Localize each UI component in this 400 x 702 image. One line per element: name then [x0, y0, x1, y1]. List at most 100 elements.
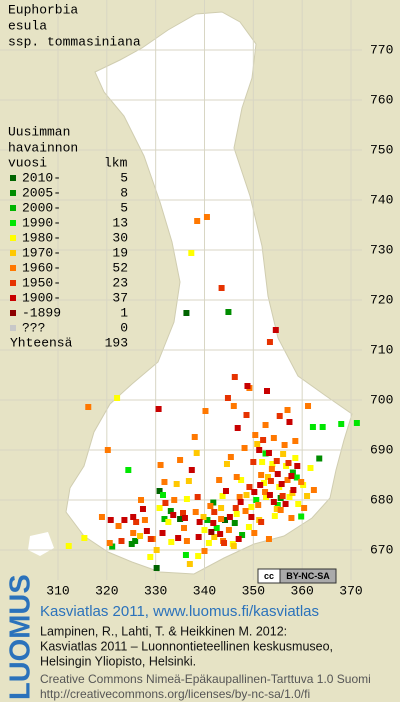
observation-square: [173, 481, 180, 487]
observation-square: [305, 403, 312, 409]
observation-square: [286, 494, 293, 500]
observation-square: [81, 535, 88, 541]
observation-square: [262, 450, 269, 457]
observation-square: [201, 548, 208, 554]
legend-label: 2000-: [22, 200, 61, 215]
license-line: http://creativecommons.org/licenses/by-n…: [40, 687, 310, 701]
observation-square: [239, 532, 246, 538]
observation-square: [280, 451, 287, 457]
observation-square: [211, 534, 218, 540]
observation-square: [192, 509, 199, 515]
observation-square: [196, 519, 203, 525]
legend-swatch: [10, 175, 16, 181]
legend-label: 1950-: [22, 275, 61, 290]
legend-swatch: [10, 190, 16, 196]
observation-square: [276, 413, 283, 419]
observation-square: [223, 461, 230, 467]
observation-square: [261, 480, 268, 486]
observation-square: [298, 513, 305, 520]
points-layer: [65, 214, 360, 571]
observation-square: [125, 467, 132, 473]
y-tick-label: 700: [370, 392, 393, 407]
observation-square: [186, 561, 193, 567]
observation-square: [177, 457, 184, 463]
title-line: Euphorbia: [8, 2, 78, 17]
legend-label: 1980-: [22, 230, 61, 245]
observation-square: [259, 459, 266, 465]
observation-square: [137, 533, 144, 539]
observation-square: [121, 517, 128, 523]
observation-square: [241, 445, 248, 451]
observation-square: [114, 395, 121, 401]
legend-label: 2010-: [22, 170, 61, 185]
legend-heading: vuosi: [8, 155, 47, 170]
legend-heading: havainnon: [8, 140, 78, 155]
observation-square: [263, 494, 270, 500]
observation-square: [278, 481, 285, 487]
observation-square: [211, 509, 218, 515]
observation-square: [227, 454, 234, 460]
legend-label: 1990-: [22, 215, 61, 230]
observation-square: [292, 438, 299, 444]
legend-total: 193: [105, 335, 128, 350]
observation-square: [250, 459, 257, 465]
observation-square: [130, 514, 137, 520]
observation-square: [266, 339, 273, 345]
legend-count: 30: [112, 230, 128, 245]
legend-swatch: [10, 325, 16, 331]
observation-square: [217, 531, 224, 537]
observation-square: [279, 493, 286, 499]
y-tick-label: 740: [370, 192, 393, 207]
observation-square: [106, 540, 113, 546]
observation-square: [270, 435, 277, 441]
observation-square: [270, 499, 277, 505]
observation-square: [143, 528, 150, 534]
citation-line: Helsingin Yliopisto, Helsinki.: [40, 654, 196, 668]
observation-square: [226, 514, 233, 520]
title-line: esula: [8, 18, 47, 33]
observation-square: [219, 493, 226, 499]
observation-square: [233, 474, 240, 480]
y-tick-label: 710: [370, 342, 393, 357]
observation-square: [267, 478, 274, 484]
observation-square: [243, 492, 250, 498]
observation-square: [310, 487, 317, 493]
legend-label: 2005-: [22, 185, 61, 200]
legend-swatch: [10, 250, 16, 256]
observation-square: [258, 472, 265, 478]
observation-square: [265, 536, 272, 542]
observation-square: [284, 407, 291, 413]
observation-square: [182, 552, 189, 558]
legend-count: 1: [120, 305, 128, 320]
legend-heading: Uusimman: [8, 124, 70, 139]
observation-square: [286, 419, 293, 425]
observation-square: [338, 421, 345, 427]
legend-swatch: [10, 295, 16, 301]
citation-line: Kasviatlas 2011 – Luonnontieteellinen ke…: [40, 639, 333, 653]
x-tick-label: 370: [339, 583, 362, 598]
legend-swatch: [10, 205, 16, 211]
observation-square: [242, 508, 249, 514]
observation-square: [109, 543, 116, 550]
observation-square: [295, 501, 302, 507]
observation-square: [156, 488, 163, 494]
observation-square: [282, 501, 289, 507]
observation-square: [195, 553, 202, 559]
footer: LUOMUS Kasviatlas 2011, www.luomus.fi/ka…: [5, 574, 371, 701]
observation-square: [161, 479, 168, 485]
observation-square: [147, 554, 154, 560]
observation-square: [221, 540, 228, 546]
observation-square: [210, 520, 217, 526]
legend-count: 0: [120, 320, 128, 335]
observation-square: [285, 460, 292, 466]
species-title: Euphorbia esula ssp. tommasiniana: [8, 2, 141, 49]
observation-square: [207, 503, 214, 509]
observation-square: [115, 523, 122, 529]
observation-square: [171, 497, 178, 503]
observation-square: [234, 425, 241, 431]
observation-square: [269, 461, 276, 467]
observation-square: [185, 478, 192, 484]
observation-square: [284, 477, 291, 483]
